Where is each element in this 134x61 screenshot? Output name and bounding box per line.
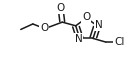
Text: N: N xyxy=(75,34,82,44)
Text: O: O xyxy=(40,23,48,33)
Text: Cl: Cl xyxy=(114,37,124,47)
Text: N: N xyxy=(95,20,102,30)
Text: O: O xyxy=(57,3,65,13)
Text: O: O xyxy=(82,12,91,22)
